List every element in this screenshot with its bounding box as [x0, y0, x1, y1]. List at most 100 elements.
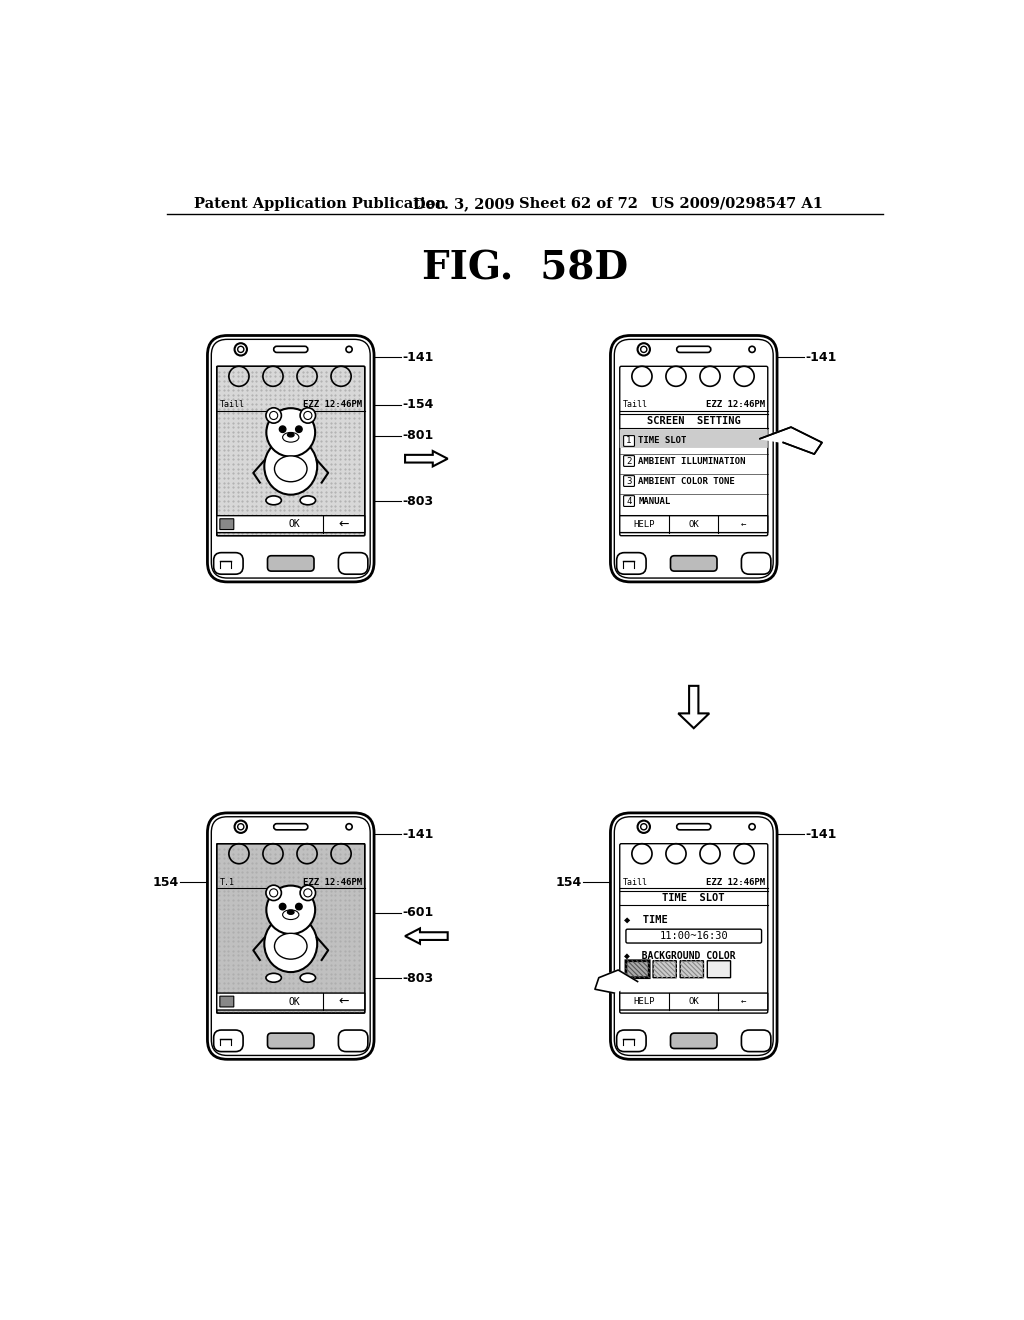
- Text: ◆  BACKGROUND COLOR: ◆ BACKGROUND COLOR: [625, 952, 736, 961]
- Text: Dec. 3, 2009: Dec. 3, 2009: [414, 197, 515, 211]
- Circle shape: [300, 408, 315, 424]
- FancyBboxPatch shape: [626, 929, 762, 942]
- FancyBboxPatch shape: [653, 961, 676, 978]
- Text: 11:00~16:30: 11:00~16:30: [659, 931, 728, 941]
- Text: -141: -141: [402, 828, 434, 841]
- Text: 154: 154: [153, 875, 179, 888]
- Circle shape: [280, 426, 286, 433]
- FancyBboxPatch shape: [624, 436, 635, 446]
- Text: ←: ←: [339, 995, 349, 1008]
- Text: Taill: Taill: [623, 878, 648, 887]
- Text: FIG.  58D: FIG. 58D: [422, 249, 628, 288]
- Text: US 2009/0298547 A1: US 2009/0298547 A1: [651, 197, 823, 211]
- Ellipse shape: [300, 973, 315, 982]
- Ellipse shape: [300, 496, 315, 504]
- Text: TIME SLOT: TIME SLOT: [638, 437, 687, 445]
- Text: 3: 3: [627, 477, 632, 486]
- Ellipse shape: [264, 916, 317, 972]
- Text: -803: -803: [402, 972, 434, 985]
- Text: EZZ 12:46PM: EZZ 12:46PM: [302, 400, 361, 409]
- FancyBboxPatch shape: [680, 961, 703, 978]
- FancyBboxPatch shape: [267, 1034, 314, 1048]
- Text: OK: OK: [688, 520, 699, 528]
- Circle shape: [296, 903, 302, 909]
- FancyBboxPatch shape: [217, 843, 365, 1014]
- FancyBboxPatch shape: [217, 367, 365, 536]
- Text: HELP: HELP: [634, 520, 655, 528]
- Text: 154: 154: [555, 875, 582, 888]
- FancyBboxPatch shape: [624, 496, 635, 507]
- Ellipse shape: [264, 438, 317, 495]
- FancyBboxPatch shape: [217, 516, 365, 533]
- FancyBboxPatch shape: [620, 843, 768, 1014]
- FancyBboxPatch shape: [671, 1034, 717, 1048]
- Text: EZZ 12:46PM: EZZ 12:46PM: [302, 878, 361, 887]
- Text: AMBIENT COLOR TONE: AMBIENT COLOR TONE: [638, 477, 735, 486]
- FancyBboxPatch shape: [624, 475, 635, 487]
- FancyBboxPatch shape: [620, 429, 768, 447]
- Text: ◆  TIME: ◆ TIME: [625, 915, 668, 924]
- Text: EZZ 12:46PM: EZZ 12:46PM: [706, 400, 765, 409]
- FancyBboxPatch shape: [626, 961, 649, 978]
- FancyBboxPatch shape: [610, 813, 777, 1059]
- Text: -601: -601: [402, 907, 434, 920]
- FancyBboxPatch shape: [610, 335, 777, 582]
- Ellipse shape: [274, 933, 307, 960]
- FancyBboxPatch shape: [624, 455, 635, 466]
- Text: ←: ←: [740, 997, 745, 1006]
- Ellipse shape: [288, 911, 294, 915]
- FancyBboxPatch shape: [220, 997, 233, 1007]
- Text: -154: -154: [402, 399, 434, 412]
- FancyBboxPatch shape: [620, 993, 768, 1010]
- FancyBboxPatch shape: [208, 335, 374, 582]
- Text: EZZ 12:46PM: EZZ 12:46PM: [706, 878, 765, 887]
- Text: 4: 4: [627, 496, 632, 506]
- Polygon shape: [678, 686, 710, 729]
- Text: -141: -141: [806, 828, 837, 841]
- Text: -803: -803: [402, 495, 434, 508]
- Text: SCREEN  SETTING: SCREEN SETTING: [647, 416, 740, 426]
- FancyBboxPatch shape: [620, 516, 768, 533]
- FancyBboxPatch shape: [267, 556, 314, 572]
- Text: OK: OK: [289, 997, 300, 1007]
- Circle shape: [266, 408, 315, 457]
- FancyBboxPatch shape: [217, 993, 365, 1010]
- FancyBboxPatch shape: [708, 961, 730, 978]
- Text: Sheet 62 of 72: Sheet 62 of 72: [519, 197, 638, 211]
- Polygon shape: [406, 451, 447, 466]
- Polygon shape: [760, 428, 822, 454]
- Circle shape: [296, 426, 302, 433]
- FancyBboxPatch shape: [671, 556, 717, 572]
- Text: T.1: T.1: [220, 878, 234, 887]
- Text: MANUAL: MANUAL: [638, 496, 671, 506]
- Ellipse shape: [266, 973, 282, 982]
- Circle shape: [266, 408, 282, 424]
- Text: 2: 2: [627, 457, 632, 466]
- Ellipse shape: [266, 496, 282, 504]
- Text: -141: -141: [806, 351, 837, 363]
- Text: HELP: HELP: [634, 997, 655, 1006]
- Polygon shape: [406, 928, 447, 944]
- FancyBboxPatch shape: [208, 813, 374, 1059]
- Text: ←: ←: [339, 517, 349, 531]
- Text: -801: -801: [402, 429, 434, 442]
- FancyBboxPatch shape: [220, 519, 233, 529]
- Text: Taill: Taill: [623, 400, 648, 409]
- Circle shape: [266, 886, 315, 935]
- Circle shape: [280, 903, 286, 909]
- Polygon shape: [595, 970, 638, 993]
- Ellipse shape: [274, 455, 307, 482]
- Text: -141: -141: [402, 351, 434, 363]
- Text: TIME  SLOT: TIME SLOT: [663, 894, 725, 903]
- Circle shape: [300, 886, 315, 900]
- Text: AMBIENT ILLUMINATION: AMBIENT ILLUMINATION: [638, 457, 745, 466]
- Text: OK: OK: [688, 997, 699, 1006]
- Text: ←: ←: [740, 520, 745, 528]
- Text: 1: 1: [627, 437, 632, 445]
- Text: Patent Application Publication: Patent Application Publication: [194, 197, 445, 211]
- Ellipse shape: [288, 433, 294, 437]
- Circle shape: [266, 886, 282, 900]
- Text: Taill: Taill: [220, 400, 245, 409]
- FancyBboxPatch shape: [620, 367, 768, 536]
- Text: OK: OK: [289, 519, 300, 529]
